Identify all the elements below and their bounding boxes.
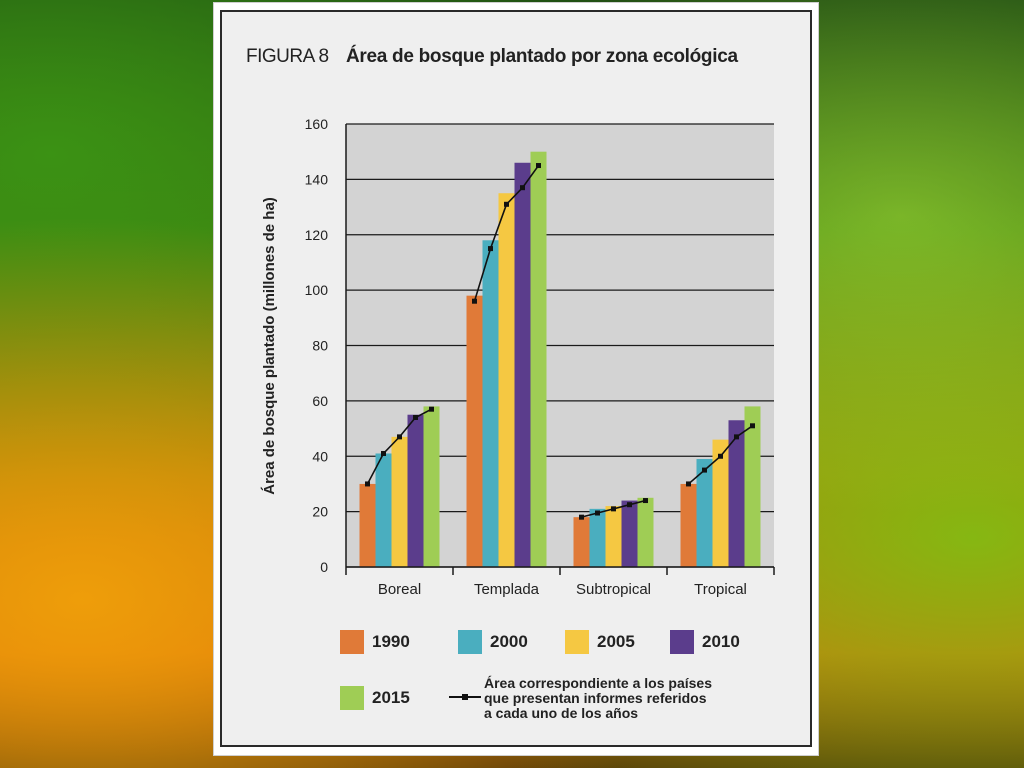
legend-swatch-2005 bbox=[565, 630, 589, 654]
bars bbox=[359, 151, 761, 567]
reporting-point-boreal-2015 bbox=[429, 406, 434, 412]
reporting-point-subtropical-1990 bbox=[579, 514, 584, 520]
bar-templada-2010 bbox=[514, 162, 531, 567]
reporting-point-templada-1990 bbox=[472, 298, 477, 304]
y-tick-120: 120 bbox=[305, 227, 329, 243]
reporting-point-subtropical-2015 bbox=[643, 498, 648, 504]
reporting-point-tropical-1990 bbox=[686, 481, 691, 487]
figure-frame: 0 20 40 60 80 100 120 140 160 Boreal Templada Subt… bbox=[220, 10, 812, 747]
bar-chart: 0 20 40 60 80 100 120 140 160 Boreal Templada Subt… bbox=[261, 116, 775, 598]
legend-note-line-3: a cada uno de los años bbox=[484, 705, 639, 721]
reporting-point-subtropical-2000 bbox=[595, 510, 600, 516]
reporting-point-tropical-2010 bbox=[734, 434, 739, 440]
x-tick-subtropical: Subtropical bbox=[576, 581, 651, 598]
y-tick-0: 0 bbox=[320, 559, 328, 575]
x-tick-boreal: Boreal bbox=[378, 581, 421, 598]
x-tick-templada: Templada bbox=[474, 581, 540, 598]
reporting-point-templada-2005 bbox=[504, 201, 509, 207]
y-tick-labels: 0 20 40 60 80 100 120 140 160 bbox=[305, 116, 329, 575]
reporting-point-boreal-2010 bbox=[413, 414, 418, 420]
bar-templada-2005 bbox=[498, 193, 515, 567]
legend-label-2000: 2000 bbox=[490, 632, 528, 651]
reporting-point-subtropical-2010 bbox=[627, 502, 632, 508]
bar-templada-1990 bbox=[466, 295, 483, 567]
reporting-point-tropical-2015 bbox=[750, 423, 755, 429]
bar-subtropical-1990 bbox=[573, 517, 590, 567]
legend-swatch-2015 bbox=[340, 686, 364, 710]
bar-boreal-2000 bbox=[375, 453, 392, 567]
reporting-lines bbox=[365, 163, 755, 520]
y-tick-20: 20 bbox=[312, 504, 328, 520]
legend-label-2015: 2015 bbox=[372, 688, 410, 707]
reporting-point-templada-2000 bbox=[488, 246, 493, 252]
figure-title: Área de bosque plantado por zona ecológi… bbox=[346, 46, 738, 67]
bar-subtropical-2015 bbox=[637, 497, 654, 567]
y-tick-40: 40 bbox=[312, 448, 328, 464]
y-tick-100: 100 bbox=[305, 282, 329, 298]
legend-label-1990: 1990 bbox=[372, 632, 410, 651]
bar-subtropical-2010 bbox=[621, 500, 638, 567]
x-tick-labels: Boreal Templada Subtropical Tropical bbox=[378, 581, 747, 598]
axes bbox=[345, 124, 775, 575]
bar-boreal-1990 bbox=[359, 483, 376, 567]
y-tick-140: 140 bbox=[305, 171, 329, 187]
bar-subtropical-2000 bbox=[589, 508, 606, 567]
figure-label: FIGURA 8 bbox=[246, 46, 329, 67]
y-axis-label: Área de bosque plantado (millones de ha) bbox=[261, 197, 278, 495]
legend-label-2005: 2005 bbox=[597, 632, 635, 651]
bar-boreal-2005 bbox=[391, 436, 408, 567]
reporting-point-boreal-1990 bbox=[365, 481, 370, 487]
legend-swatch-2000 bbox=[458, 630, 482, 654]
bar-templada-2000 bbox=[482, 240, 499, 567]
legend-swatch-2010 bbox=[670, 630, 694, 654]
bar-subtropical-2005 bbox=[605, 506, 622, 567]
reporting-point-tropical-2005 bbox=[718, 453, 723, 459]
legend-note-line-1: Área correspondiente a los países bbox=[484, 675, 712, 691]
bar-tropical-2005 bbox=[712, 439, 729, 567]
legend-label-2010: 2010 bbox=[702, 632, 740, 651]
bar-tropical-2010 bbox=[728, 420, 745, 567]
y-tick-60: 60 bbox=[312, 393, 328, 409]
legend-swatch-1990 bbox=[340, 630, 364, 654]
reporting-point-templada-2010 bbox=[520, 185, 525, 191]
bar-templada-2015 bbox=[530, 151, 547, 567]
bar-boreal-2010 bbox=[407, 414, 424, 567]
figure-panel: 0 20 40 60 80 100 120 140 160 Boreal Templada Subt… bbox=[213, 2, 819, 756]
bar-tropical-1990 bbox=[680, 483, 697, 567]
bar-boreal-2015 bbox=[423, 406, 440, 567]
reporting-point-templada-2015 bbox=[536, 163, 541, 169]
x-tick-tropical: Tropical bbox=[694, 581, 747, 598]
reporting-point-boreal-2000 bbox=[381, 450, 386, 456]
y-tick-160: 160 bbox=[305, 116, 329, 132]
y-tick-80: 80 bbox=[312, 338, 328, 354]
reporting-point-tropical-2000 bbox=[702, 467, 707, 473]
legend-note-line-2: que presentan informes referidos bbox=[484, 690, 707, 706]
reporting-point-subtropical-2005 bbox=[611, 506, 616, 512]
legend-reporting-note: Área correspondiente a los países que pr… bbox=[484, 676, 804, 721]
reporting-point-boreal-2005 bbox=[397, 434, 402, 440]
legend-line-marker bbox=[449, 694, 481, 700]
bar-tropical-2000 bbox=[696, 459, 713, 567]
bar-tropical-2015 bbox=[744, 406, 761, 567]
